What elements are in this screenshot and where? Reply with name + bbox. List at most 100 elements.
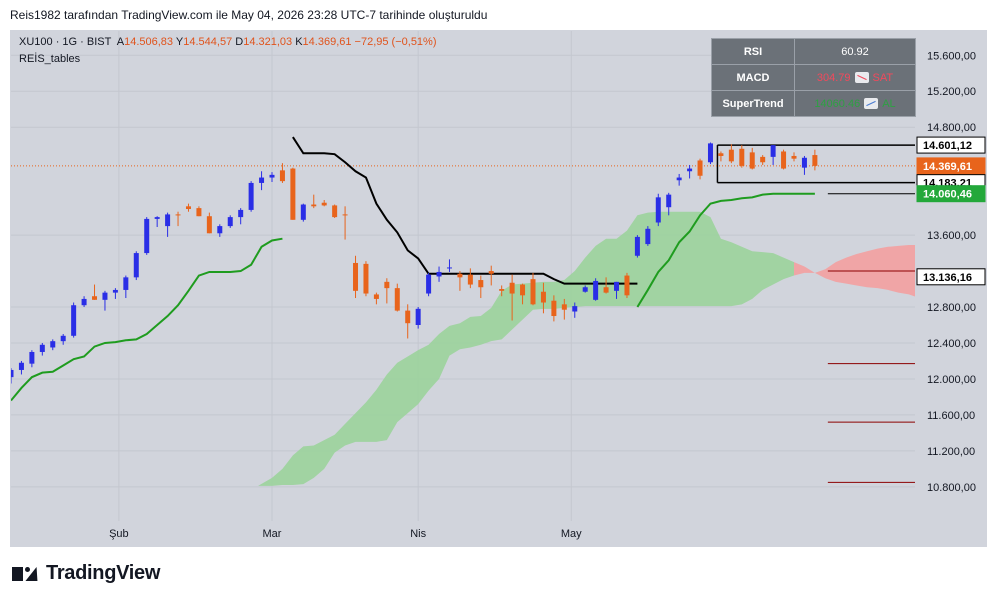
symbol-name[interactable]: XU100 · 1G · BIST	[19, 36, 112, 48]
candle-body	[165, 214, 171, 227]
supertrend-value: 14060.46	[814, 97, 861, 110]
candle-body	[217, 226, 223, 234]
candle-body	[593, 280, 599, 300]
low-value: 14.321,03	[243, 36, 293, 48]
candle-body	[540, 291, 546, 303]
candle-body	[144, 218, 150, 254]
candle-body	[457, 273, 463, 278]
candle-body	[467, 274, 473, 285]
chart-attribution: Reis1982 tarafından TradingView.com ile …	[10, 8, 488, 22]
y-tick-label: 11.600,00	[927, 410, 975, 422]
candle-body	[92, 296, 98, 300]
candle-body	[133, 253, 139, 278]
y-tick-label: 12.800,00	[927, 302, 976, 314]
y-tick-label: 10.800,00	[927, 482, 976, 494]
candle-body	[760, 156, 766, 163]
candle-body	[11, 369, 14, 378]
supertrend-label: SuperTrend	[711, 90, 795, 117]
candle-body	[384, 281, 390, 289]
high-value: 14.544,57	[183, 36, 233, 48]
candle-body	[812, 155, 818, 166]
price-badge-label: 13.136,16	[923, 272, 972, 284]
candle-body	[394, 288, 400, 311]
candle-body	[509, 282, 515, 294]
candle-body	[342, 214, 348, 216]
candle-body	[603, 287, 609, 293]
chart-frame[interactable]: 15.600,00 15.200,00 14.800,00 13.600,00 12.8…	[10, 30, 987, 547]
candle-body	[530, 279, 536, 305]
tradingview-logo[interactable]: TradingView	[12, 562, 160, 585]
price-badge	[916, 268, 986, 286]
rsi-value: 60.92	[794, 38, 916, 65]
x-tick-label: Nis	[410, 528, 426, 540]
candle-body	[18, 362, 24, 370]
candle-body	[206, 216, 212, 234]
candle-body	[123, 277, 129, 290]
candle-body	[676, 177, 682, 181]
price-chart[interactable]: 15.600,00 15.200,00 14.800,00 13.600,00 12.8…	[11, 31, 986, 546]
candle-body	[426, 274, 432, 294]
high-label: Y	[175, 36, 184, 48]
tradingview-logo-icon	[12, 565, 43, 583]
candle-body	[634, 236, 640, 256]
candle-body	[655, 197, 661, 223]
candle-body	[749, 152, 755, 169]
x-tick-label: May	[561, 528, 582, 540]
x-tick-label: Şub	[109, 528, 129, 540]
candle-body	[645, 228, 651, 245]
candle-body	[718, 153, 724, 156]
macd-value: 304.79	[816, 71, 851, 84]
trend-up-icon	[864, 98, 879, 110]
y-tick-label: 14.800,00	[927, 122, 976, 134]
candle-body	[614, 281, 620, 291]
y-tick-label: 11.200,00	[927, 446, 975, 458]
candle-body	[561, 304, 567, 310]
supertrend-line	[636, 192, 815, 308]
candle-body	[39, 344, 45, 352]
candle-body	[687, 168, 693, 172]
candle-body	[666, 194, 672, 208]
y-tick-label: 13.600,00	[927, 230, 976, 242]
candle-body	[488, 271, 494, 274]
candle-body	[185, 206, 191, 210]
supertrend-cell: 14060.46 AL	[794, 90, 916, 117]
table-row-rsi: RSI 60.92	[711, 38, 916, 65]
candle-body	[697, 160, 703, 176]
candle-body	[112, 289, 118, 293]
symbol-legend: XU100 · 1G · BIST A14.506,83 Y14.544,57 …	[19, 36, 437, 48]
close-value: 14.369,61	[302, 36, 352, 48]
price-badge-label: 14.601,12	[923, 140, 972, 152]
candle-body	[770, 145, 776, 157]
candle-body	[332, 205, 338, 218]
low-label: D	[235, 36, 244, 48]
y-tick-label: 15.600,00	[927, 50, 976, 62]
ichimoku-cloud-bullish	[258, 211, 794, 486]
macd-cell: 304.79 SAT	[794, 64, 916, 91]
candle-body	[248, 182, 254, 210]
candle-body	[707, 143, 713, 163]
x-tick-label: Mar	[263, 528, 282, 540]
candle-body	[353, 262, 359, 291]
candle-body	[624, 275, 630, 296]
candle-body	[520, 284, 526, 296]
y-tick-label: 15.200,00	[927, 86, 976, 98]
candle-body	[154, 217, 160, 219]
trend-down-icon	[854, 72, 869, 84]
candle-body	[499, 289, 505, 291]
candle-body	[373, 294, 379, 299]
table-row-supertrend: SuperTrend 14060.46 AL	[711, 90, 916, 117]
candle-body	[446, 267, 452, 269]
candle-body	[478, 280, 484, 288]
candle-body	[781, 151, 787, 169]
candle-body	[363, 263, 369, 294]
candle-body	[582, 287, 588, 292]
indicator-legend[interactable]: REİS_tables	[19, 53, 81, 65]
candle-body	[81, 298, 87, 306]
ichimoku-cloud-bearish	[794, 244, 930, 305]
candle-body	[415, 308, 421, 325]
candle-body	[436, 271, 442, 277]
close-label: K	[295, 36, 303, 48]
candle-body	[405, 310, 411, 324]
y-tick-label: 12.400,00	[927, 338, 976, 350]
supertrend-signal: AL	[882, 97, 896, 110]
